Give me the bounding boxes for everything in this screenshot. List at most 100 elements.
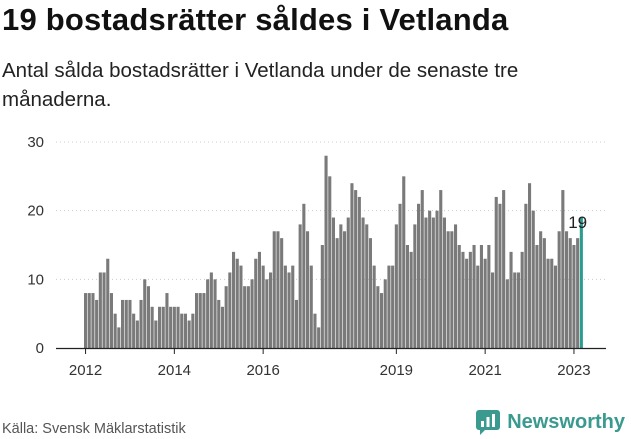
bar <box>302 203 306 348</box>
bar <box>361 217 365 348</box>
bar <box>135 320 139 348</box>
brand-name: Newsworthy <box>507 410 625 433</box>
bar <box>383 279 387 348</box>
bar <box>224 286 228 348</box>
bar <box>113 313 117 348</box>
bar <box>132 313 136 348</box>
bar-latest <box>579 217 583 348</box>
bar <box>576 238 580 348</box>
bar <box>169 306 173 348</box>
bar <box>354 190 358 348</box>
bar <box>217 299 221 348</box>
bar <box>317 327 321 348</box>
bar <box>124 299 128 348</box>
bar <box>494 196 498 348</box>
bar <box>431 217 435 348</box>
bar <box>239 265 243 348</box>
bar <box>483 258 487 348</box>
bar <box>442 217 446 348</box>
bar <box>146 286 150 348</box>
bar <box>294 299 298 348</box>
bar <box>298 224 302 348</box>
x-tick-label: 2019 <box>380 362 413 379</box>
bar <box>261 265 265 348</box>
bar <box>320 245 324 348</box>
bar <box>428 210 432 348</box>
x-tick-label: 2021 <box>468 362 501 379</box>
bar <box>476 265 480 348</box>
bar <box>343 231 347 348</box>
bar <box>528 183 532 348</box>
bar <box>202 293 206 348</box>
bar <box>209 272 213 348</box>
bar <box>446 231 450 348</box>
bar <box>87 293 91 348</box>
bar <box>498 203 502 348</box>
bar <box>376 286 380 348</box>
bar <box>472 245 476 348</box>
bar <box>357 196 361 348</box>
bar <box>306 231 310 348</box>
bar <box>420 190 424 348</box>
bar <box>368 238 372 348</box>
newsworthy-logo-icon <box>476 410 501 435</box>
latest-value-label: 19 <box>568 213 587 232</box>
bar <box>487 245 491 348</box>
bar <box>150 306 154 348</box>
bar <box>198 293 202 348</box>
bar <box>165 293 169 348</box>
bar <box>191 313 195 348</box>
bar <box>269 272 273 348</box>
bar <box>339 224 343 348</box>
bar <box>539 231 543 348</box>
bar <box>535 245 539 348</box>
bar <box>309 265 313 348</box>
bar <box>479 245 483 348</box>
bar <box>250 279 254 348</box>
bar <box>457 245 461 348</box>
bar <box>387 265 391 348</box>
bar <box>283 265 287 348</box>
bar <box>143 279 147 348</box>
bar <box>550 258 554 348</box>
x-tick-label: 2023 <box>557 362 590 379</box>
bar <box>206 279 210 348</box>
bar <box>187 320 191 348</box>
bar <box>324 155 328 348</box>
bar <box>531 210 535 348</box>
bar <box>350 183 354 348</box>
bar <box>516 272 520 348</box>
bar <box>254 258 258 348</box>
bar <box>176 306 180 348</box>
bar <box>180 313 184 348</box>
bar <box>313 313 317 348</box>
bar-chart: 0 10 20 30 2012 2014 2016 2019 2021 2023 19 <box>27 134 606 379</box>
bar <box>435 210 439 348</box>
bar <box>276 231 280 348</box>
bar <box>417 203 421 348</box>
bar <box>372 265 376 348</box>
bar <box>491 272 495 348</box>
brand-logo[interactable]: Newsworthy <box>475 409 625 435</box>
bar <box>413 224 417 348</box>
bar <box>228 272 232 348</box>
bar <box>553 265 557 348</box>
x-tick-label: 2014 <box>158 362 191 379</box>
bar <box>450 231 454 348</box>
bar <box>557 231 561 348</box>
bar <box>524 203 528 348</box>
bar <box>565 231 569 348</box>
bar <box>561 190 565 348</box>
bar <box>235 258 239 348</box>
bar <box>84 293 88 348</box>
bar <box>95 299 99 348</box>
bar <box>402 176 406 348</box>
chart-subtitle: Antal sålda bostadsrätter i Vetlanda und… <box>2 59 519 111</box>
bar <box>161 306 165 348</box>
bar <box>287 272 291 348</box>
bar <box>335 238 339 348</box>
bar <box>365 224 369 348</box>
bar <box>465 258 469 348</box>
bar <box>542 238 546 348</box>
bar <box>405 245 409 348</box>
